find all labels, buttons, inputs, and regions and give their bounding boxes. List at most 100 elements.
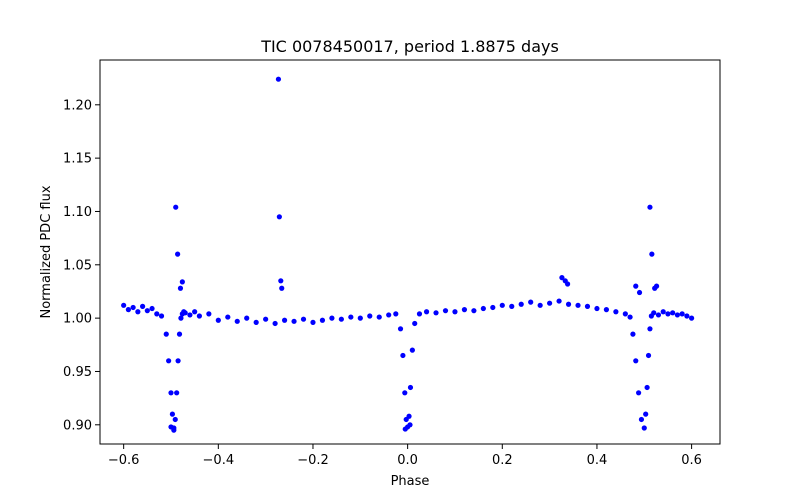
data-point (244, 315, 250, 321)
x-tick-label: 0.0 (397, 453, 418, 468)
data-point (169, 411, 176, 417)
y-tick-label: 1.00 (63, 312, 92, 327)
data-point (433, 310, 439, 316)
data-point (338, 316, 344, 322)
data-point (653, 283, 660, 289)
data-point (234, 318, 240, 324)
data-point (179, 279, 185, 285)
data-point (187, 312, 193, 318)
data-point (177, 285, 184, 291)
data-point (275, 76, 282, 82)
data-point (461, 307, 468, 313)
data-point (174, 390, 180, 396)
data-point (603, 307, 610, 313)
data-point (348, 314, 354, 320)
data-point (636, 390, 642, 396)
data-point (627, 314, 633, 320)
y-axis: 0.90 0.95 1.00 1.05 1.10 1.15 1.20 (63, 98, 100, 433)
data-point (397, 326, 404, 332)
data-point (647, 326, 653, 332)
data-point (393, 311, 399, 317)
data-point (565, 301, 572, 307)
x-axis: −0.6 −0.4 −0.2 0.0 0.2 0.4 0.6 (108, 444, 702, 468)
data-point (409, 347, 415, 353)
data-point (641, 425, 647, 431)
data-point (357, 315, 363, 321)
data-point (149, 305, 155, 312)
y-axis-label: Normalized PDC flux (39, 185, 54, 318)
y-tick-label: 0.95 (63, 365, 92, 380)
data-point (559, 275, 565, 281)
data-point (670, 310, 676, 316)
data-point (633, 358, 639, 364)
data-point (645, 352, 652, 359)
data-point (537, 302, 543, 308)
data-point (175, 358, 181, 364)
data-point (633, 283, 639, 289)
data-point (416, 311, 423, 317)
data-point (636, 289, 643, 296)
data-point (471, 308, 477, 314)
x-tick-label: −0.2 (297, 453, 329, 468)
data-point (442, 308, 449, 314)
data-point (412, 320, 418, 327)
data-point (647, 204, 653, 210)
data-point (178, 315, 184, 321)
data-point (319, 317, 326, 323)
data-points (121, 76, 695, 433)
data-point (281, 317, 288, 323)
y-tick-label: 1.20 (63, 98, 92, 113)
data-point (376, 314, 382, 320)
data-point (402, 390, 408, 396)
data-point (490, 304, 496, 311)
data-point (406, 413, 412, 419)
data-point (584, 303, 591, 309)
data-point (171, 427, 177, 433)
data-point (310, 319, 316, 325)
data-point (575, 302, 581, 308)
y-tick-label: 1.15 (63, 152, 92, 167)
data-point (518, 301, 524, 307)
data-point (499, 302, 505, 308)
data-point (175, 251, 181, 257)
data-point (329, 315, 335, 321)
data-point (689, 315, 695, 321)
data-point (158, 313, 165, 319)
data-point (196, 313, 202, 319)
plot-frame (99, 59, 721, 445)
data-point (386, 312, 392, 318)
data-point (649, 251, 655, 257)
data-point (622, 311, 628, 317)
data-point (407, 422, 413, 428)
data-point (509, 303, 515, 309)
data-point (655, 312, 662, 318)
data-point (556, 298, 562, 304)
data-point (452, 309, 458, 315)
data-point (684, 313, 690, 319)
x-tick-label: 0.4 (587, 453, 608, 468)
chart-title: TIC 0078450017, period 1.8875 days (260, 37, 559, 56)
data-point (402, 426, 408, 432)
data-point (630, 331, 636, 337)
data-point (140, 303, 146, 309)
x-tick-label: 0.6 (681, 453, 702, 468)
data-point (594, 305, 600, 312)
data-point (272, 320, 278, 327)
data-point (182, 310, 188, 316)
data-point (192, 309, 198, 315)
data-point (253, 319, 259, 325)
data-point (279, 285, 285, 291)
data-point (528, 299, 534, 305)
data-point (651, 310, 657, 316)
data-point (665, 311, 671, 317)
data-point (367, 313, 373, 319)
data-point (643, 411, 649, 417)
data-point (215, 317, 221, 323)
data-point (276, 214, 282, 220)
data-point (173, 204, 179, 210)
data-point (121, 302, 127, 308)
data-point (644, 384, 650, 391)
data-point (565, 281, 571, 287)
x-tick-label: 0.2 (492, 453, 513, 468)
x-tick-label: −0.6 (108, 453, 140, 468)
